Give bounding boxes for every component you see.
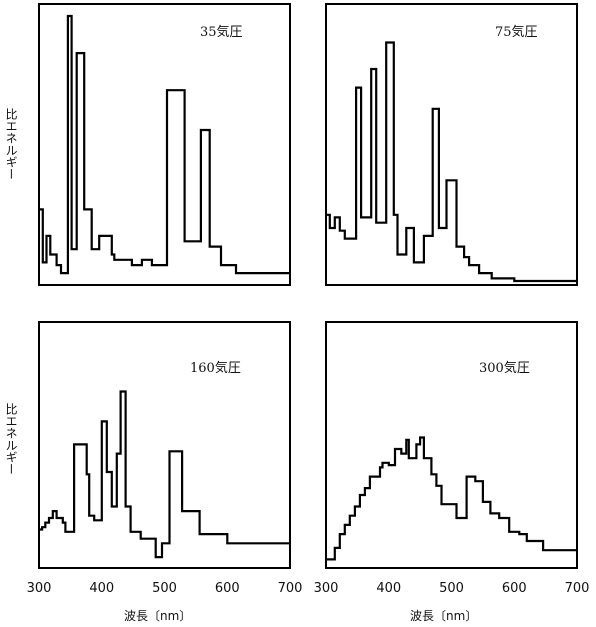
x-tick-label: 400	[376, 581, 401, 596]
pressure-label: 35気圧	[200, 24, 243, 40]
y-axis-label-top: 比エネルギー	[4, 108, 18, 180]
pressure-label: 75気圧	[495, 24, 538, 40]
pressure-label: 160気圧	[190, 360, 241, 376]
panel-35atm: 35気圧	[38, 3, 291, 286]
spectrum-line	[326, 436, 577, 561]
panel-160atm: 160気圧 300 400 500 600 700	[27, 321, 303, 596]
panel-75atm: 75気圧	[325, 3, 578, 286]
pressure-label: 300気圧	[479, 360, 530, 376]
x-tick-label: 600	[215, 581, 240, 596]
panel-300atm: 300気圧 300 400 500 600 700	[314, 321, 590, 596]
x-axis-label-left: 波長〔nm〕	[124, 609, 191, 623]
x-axis-label-right: 波長〔nm〕	[410, 609, 477, 623]
x-tick-label: 400	[89, 581, 114, 596]
plot-frame	[325, 321, 578, 569]
plot-frame	[38, 321, 291, 569]
x-tick-label: 700	[278, 581, 303, 596]
plot-frame	[38, 3, 291, 286]
x-tick-label: 300	[314, 581, 339, 596]
x-tick-label: 300	[27, 581, 52, 596]
spectrum-line	[39, 14, 290, 275]
x-tick-label: 700	[565, 581, 590, 596]
x-tick-label: 500	[439, 581, 464, 596]
x-tick-label: 600	[502, 581, 527, 596]
x-tick-label: 500	[152, 581, 177, 596]
y-axis-label-bottom: 比エネルギー	[4, 403, 18, 475]
plot-frame	[325, 3, 578, 286]
spectrum-line	[326, 41, 577, 283]
spectrum-line	[39, 390, 290, 559]
